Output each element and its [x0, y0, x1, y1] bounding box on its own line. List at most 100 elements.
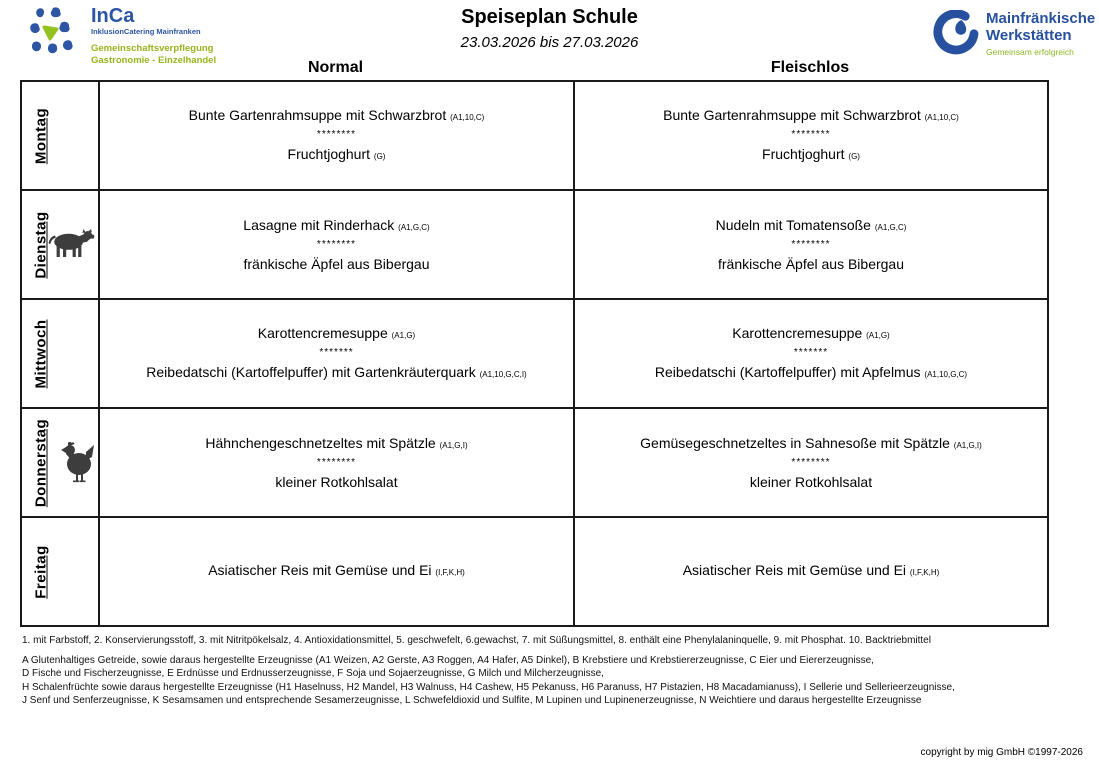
dish-line: Lasagne mit Rinderhack (A1,G,C) — [114, 216, 559, 237]
dish-name: Fruchtjoghurt — [287, 145, 371, 162]
dish-line: Bunte Gartenrahmsuppe mit Schwarzbrot (A… — [114, 106, 559, 127]
dish-name: Bunte Gartenrahmsuppe mit Schwarzbrot — [188, 106, 447, 123]
cow-icon — [48, 228, 95, 257]
chicken-icon — [61, 441, 94, 482]
dish-line: Fruchtjoghurt (G) — [114, 145, 559, 166]
day-cell-donnerstag: Donnerstag — [20, 407, 100, 518]
mainfraenkische-werkstaetten-logo: Mainfränkische Werkstätten Gemeinsam erf… — [928, 10, 1095, 60]
course-separator: ******** — [316, 128, 357, 140]
dish-name: Nudeln mit Tomatensoße — [715, 217, 871, 233]
allergen-codes: (A1,G,I) — [953, 441, 982, 450]
allergen-codes: (A1,G,C) — [874, 223, 907, 232]
allergen-codes: (I,F,K,H) — [909, 568, 940, 577]
allergen-codes: (I,F,K,H) — [435, 568, 465, 577]
dish-name: Karottencremesuppe — [257, 324, 388, 341]
allergen-codes: (A1,10,G,C) — [924, 369, 968, 379]
day-label: Freitag — [32, 544, 50, 599]
menu-cell-freitag-normal: Asiatischer Reis mit Gemüse und Ei (I,F,… — [98, 516, 575, 627]
dish-name: Bunte Gartenrahmsuppe mit Schwarzbrot — [663, 106, 921, 123]
mw-name-line2: Werkstätten — [986, 27, 1072, 44]
dish-line: Karottencremesuppe (A1,G) — [589, 324, 1033, 345]
mw-tagline: Gemeinsam erfolgreich — [986, 47, 1074, 57]
footnote-allergens-a-c: A Glutenhaltiges Getreide, sowie daraus … — [22, 654, 874, 666]
inca-name: InCa — [91, 5, 135, 27]
allergen-codes: (A1,10,C) — [924, 112, 959, 122]
dish-name: Asiatischer Reis mit Gemüse und Ei — [208, 562, 432, 578]
course-separator: ******** — [791, 128, 831, 140]
menu-cell-freitag-fleischlos: Asiatischer Reis mit Gemüse und Ei (I,F,… — [573, 516, 1049, 627]
course-separator: ******* — [319, 346, 354, 358]
allergen-codes: (A1,10,G,C,I) — [479, 369, 527, 379]
dish-line: Hähnchengeschnetzeltes mit Spätzle (A1,G… — [114, 434, 559, 455]
day-cell-mittwoch: Mittwoch — [20, 298, 100, 409]
footnote-additives: 1. mit Farbstoff, 2. Konservierungsstoff… — [22, 635, 931, 646]
dish-line: Bunte Gartenrahmsuppe mit Schwarzbrot (A… — [589, 106, 1033, 127]
dish-name: fränkische Äpfel aus Bibergau — [243, 256, 430, 272]
mw-name-line1: Mainfränkische — [986, 10, 1096, 27]
dish-line: Reibedatschi (Kartoffelpuffer) mit Garte… — [114, 363, 559, 384]
menu-cell-mittwoch-fleischlos: Karottencremesuppe (A1,G) ******* Reibed… — [573, 298, 1049, 409]
course-separator: ******** — [316, 239, 357, 250]
allergen-codes: (G) — [848, 151, 860, 161]
allergen-codes: (A1,10,C) — [450, 112, 485, 122]
page-title: Speiseplan Schule — [461, 6, 638, 28]
footnote-allergens-h-i: H Schalenfrüchte sowie daraus hergestell… — [22, 681, 955, 693]
dish-line: Nudeln mit Tomatensoße (A1,G,C) — [589, 216, 1033, 237]
inca-logo-text: InCa InklusionCatering Mainfranken Gemei… — [91, 6, 216, 66]
column-header-fleischlos: Fleischlos — [770, 59, 850, 76]
table-row-dienstag: Dienstag Lasagne mit Rinderhack — [20, 189, 1049, 300]
dish-name: kleiner Rotkohlsalat — [275, 474, 398, 490]
dish-name: Reibedatschi (Kartoffelpuffer) mit Garte… — [146, 363, 476, 380]
course-separator: ******** — [791, 457, 831, 468]
dish-line: Gemüsegeschnetzeltes in Sahnesoße mit Sp… — [589, 434, 1033, 455]
menu-cell-mittwoch-normal: Karottencremesuppe (A1,G) ******* Reibed… — [98, 298, 575, 409]
day-label: Donnerstag — [32, 418, 50, 507]
day-cell-dienstag: Dienstag — [20, 189, 100, 300]
title-block: Speiseplan Schule 23.03.2026 bis 27.03.2… — [0, 6, 1099, 51]
menu-cell-montag-fleischlos: Bunte Gartenrahmsuppe mit Schwarzbrot (A… — [573, 80, 1049, 191]
dish-line: kleiner Rotkohlsalat — [589, 473, 1033, 491]
dish-name: Asiatischer Reis mit Gemüse und Ei — [682, 562, 907, 578]
inca-subtitle: InklusionCatering Mainfranken — [91, 27, 201, 36]
table-row-donnerstag: Donnerstag Hähnchengeschnetzeltes mit Sp… — [20, 407, 1049, 518]
menu-cell-montag-normal: Bunte Gartenrahmsuppe mit Schwarzbrot (A… — [98, 80, 575, 191]
dish-line: fränkische Äpfel aus Bibergau — [114, 255, 559, 273]
dish-name: Reibedatschi (Kartoffelpuffer) mit Apfel… — [654, 363, 921, 380]
table-row-montag: Montag Bunte Gartenrahmsuppe mit Schwarz… — [20, 80, 1049, 191]
course-separator: ******** — [316, 457, 357, 468]
day-label: Montag — [32, 107, 50, 164]
menu-cell-donnerstag-fleischlos: Gemüsegeschnetzeltes in Sahnesoße mit Sp… — [573, 407, 1049, 518]
allergen-footnotes: 1. mit Farbstoff, 2. Konservierungsstoff… — [22, 634, 1082, 708]
footnote-allergens-j-n: J Senf und Senferzeugnisse, K Sesamsamen… — [22, 695, 922, 706]
footnote-allergens-d-g: D Fische und Fischerzeugnisse, E Erdnüss… — [22, 668, 604, 679]
table-row-freitag: Freitag Asiatischer Reis mit Gemüse und … — [20, 516, 1049, 627]
dish-line: fränkische Äpfel aus Bibergau — [589, 255, 1033, 273]
copyright-text: copyright by mig GmbH ©1997-2026 — [920, 747, 1083, 758]
day-label: Mittwoch — [32, 319, 50, 388]
meal-plan-table: Montag Bunte Gartenrahmsuppe mit Schwarz… — [20, 80, 1049, 627]
dish-name: Gemüsegeschnetzeltes in Sahnesoße mit Sp… — [640, 435, 950, 451]
dish-name: Hähnchengeschnetzeltes mit Spätzle — [205, 435, 436, 451]
allergen-codes: (G) — [373, 151, 386, 161]
date-range: 23.03.2026 bis 27.03.2026 — [460, 34, 639, 51]
dish-name: Fruchtjoghurt — [762, 145, 845, 162]
allergen-codes: (A1,G) — [391, 330, 416, 340]
course-separator: ******* — [793, 346, 829, 358]
dish-name: Lasagne mit Rinderhack — [243, 217, 395, 233]
inca-logo: InCa InklusionCatering Mainfranken Gemei… — [28, 6, 216, 66]
dish-name: kleiner Rotkohlsalat — [749, 474, 873, 490]
day-cell-freitag: Freitag — [20, 516, 100, 627]
allergen-codes: (A1,G,C) — [398, 223, 430, 232]
dish-line: Fruchtjoghurt (G) — [589, 145, 1033, 166]
inca-green-line1: Gemeinschaftsverpflegung — [91, 43, 214, 54]
dish-line: Reibedatschi (Kartoffelpuffer) mit Apfel… — [589, 363, 1033, 384]
menu-cell-dienstag-fleischlos: Nudeln mit Tomatensoße (A1,G,C) ********… — [573, 189, 1049, 300]
menu-cell-dienstag-normal: Lasagne mit Rinderhack (A1,G,C) ********… — [98, 189, 575, 300]
inca-green-line2: Gastronomie - Einzelhandel — [91, 55, 217, 66]
inca-blobs-icon — [30, 7, 73, 54]
dish-name: Karottencremesuppe — [732, 324, 863, 341]
inca-green-blob — [42, 25, 59, 41]
dish-line: Asiatischer Reis mit Gemüse und Ei (I,F,… — [114, 561, 559, 582]
allergen-codes: (A1,G,I) — [439, 441, 468, 450]
